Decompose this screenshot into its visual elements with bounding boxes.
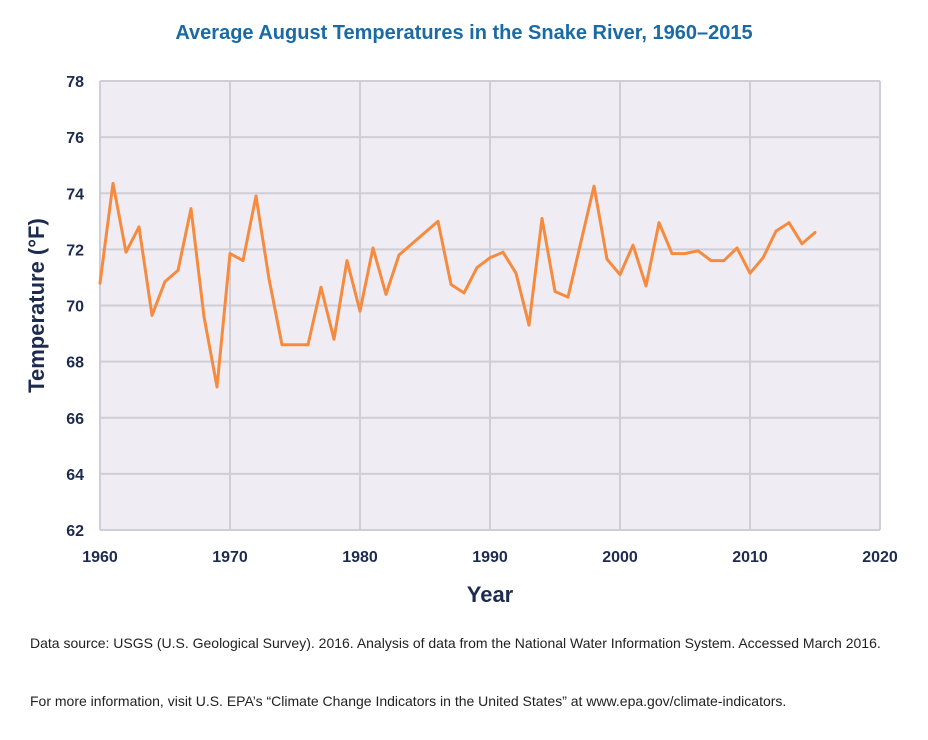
data-point bbox=[631, 243, 635, 247]
data-point bbox=[761, 256, 765, 260]
y-tick-label: 64 bbox=[66, 467, 84, 484]
x-tick-label: 1970 bbox=[212, 549, 248, 566]
temperature-series-line bbox=[98, 181, 817, 389]
data-point bbox=[189, 207, 193, 211]
data-point bbox=[566, 295, 570, 299]
data-point bbox=[540, 217, 544, 220]
data-point bbox=[735, 246, 739, 250]
data-point bbox=[280, 343, 284, 347]
data-point bbox=[150, 313, 154, 317]
x-tick-label: 2020 bbox=[862, 549, 898, 566]
data-point bbox=[553, 290, 557, 293]
data-point bbox=[358, 309, 362, 313]
data-point bbox=[501, 250, 505, 254]
data-point bbox=[657, 221, 661, 225]
data-point bbox=[475, 266, 479, 270]
data-point bbox=[748, 271, 752, 275]
data-point bbox=[332, 337, 336, 341]
data-point bbox=[124, 250, 128, 254]
data-point bbox=[670, 252, 674, 255]
data-point bbox=[709, 259, 713, 262]
data-point bbox=[722, 259, 726, 262]
data-point bbox=[163, 280, 167, 284]
data-point bbox=[98, 281, 102, 285]
data-point bbox=[202, 315, 206, 319]
y-tick-label: 68 bbox=[66, 355, 84, 372]
y-tick-label: 74 bbox=[66, 186, 84, 203]
line-chart: 62 64 66 68 70 72 74 76 78 1960 1970 1980 1990 2000 20… bbox=[24, 74, 898, 607]
data-point bbox=[514, 271, 518, 275]
data-point bbox=[800, 242, 804, 246]
data-point bbox=[813, 231, 817, 234]
y-axis-label: Temperature (°F) bbox=[24, 218, 49, 393]
x-tick-label: 2010 bbox=[732, 549, 768, 566]
data-point bbox=[137, 225, 141, 229]
chart-title: Average August Temperatures in the Snake… bbox=[175, 22, 753, 44]
x-tick-label: 1960 bbox=[82, 549, 118, 566]
data-point bbox=[176, 269, 180, 272]
data-point bbox=[527, 323, 531, 327]
data-point bbox=[241, 259, 245, 262]
data-point bbox=[267, 277, 271, 281]
data-point bbox=[384, 292, 388, 296]
x-tick-label: 2000 bbox=[602, 549, 638, 566]
more-info-note: For more information, visit U.S. EPA’s “… bbox=[30, 693, 787, 709]
data-point bbox=[228, 252, 232, 255]
y-tick-label: 62 bbox=[66, 523, 84, 540]
data-source-note: Data source: USGS (U.S. Geological Surve… bbox=[30, 635, 881, 651]
data-point bbox=[254, 194, 258, 198]
y-tick-label: 72 bbox=[66, 242, 84, 259]
data-point bbox=[449, 283, 453, 286]
x-tick-label: 1980 bbox=[342, 549, 378, 566]
x-axis-label: Year bbox=[467, 582, 514, 607]
data-point bbox=[319, 285, 323, 289]
data-point bbox=[644, 284, 648, 288]
data-point bbox=[345, 259, 349, 262]
y-tick-label: 78 bbox=[66, 74, 84, 91]
data-point bbox=[605, 257, 609, 261]
data-point bbox=[462, 291, 466, 295]
y-tick-label: 70 bbox=[66, 299, 84, 316]
y-tick-label: 76 bbox=[66, 130, 84, 147]
data-point bbox=[787, 221, 791, 225]
data-point bbox=[111, 182, 115, 185]
data-point bbox=[397, 253, 401, 257]
data-point bbox=[618, 273, 622, 277]
data-point bbox=[488, 256, 492, 260]
data-point bbox=[683, 252, 687, 255]
x-tick-label: 1990 bbox=[472, 549, 508, 566]
data-point bbox=[371, 246, 375, 250]
y-tick-label: 66 bbox=[66, 411, 84, 428]
data-point bbox=[696, 249, 700, 253]
data-point bbox=[592, 184, 596, 188]
data-point bbox=[215, 385, 219, 389]
series bbox=[98, 181, 817, 389]
data-point bbox=[436, 219, 440, 223]
grid bbox=[99, 80, 881, 531]
tick-labels: 62 64 66 68 70 72 74 76 78 1960 1970 1980 1990 2000 20… bbox=[66, 74, 898, 566]
data-point bbox=[774, 229, 778, 233]
data-point bbox=[306, 343, 310, 347]
